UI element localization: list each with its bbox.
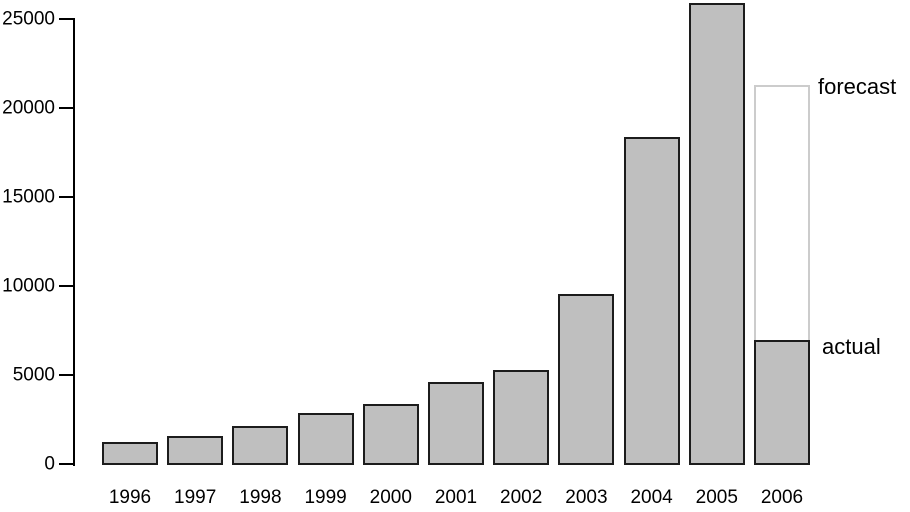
- x-tick-label-1999: 1999: [304, 487, 347, 508]
- y-tick: [59, 196, 75, 198]
- x-tick-label-2003: 2003: [565, 487, 608, 508]
- x-tick-label-1998: 1998: [239, 487, 282, 508]
- x-tick-label-1997: 1997: [174, 487, 217, 508]
- y-tick: [59, 285, 75, 287]
- annotation-actual-label: actual: [822, 334, 881, 359]
- bar-1996: [102, 442, 158, 465]
- y-tick-label: 10000: [2, 275, 55, 297]
- x-tick-label-2006: 2006: [760, 487, 804, 508]
- bar-2002: [493, 370, 549, 465]
- y-tick-label: 15000: [2, 186, 55, 208]
- y-tick: [59, 463, 75, 465]
- bar-1999: [298, 413, 354, 465]
- bar-2005: [689, 3, 745, 465]
- y-tick-label: 20000: [2, 97, 55, 119]
- x-tick-label-2005: 2005: [695, 487, 738, 508]
- y-tick-label: 5000: [12, 364, 55, 386]
- y-tick-label: 0: [44, 453, 55, 475]
- bar-1998: [232, 426, 288, 465]
- y-tick-label: 25000: [2, 8, 55, 30]
- y-axis-line: [73, 19, 75, 466]
- x-tick-label-1996: 1996: [108, 487, 152, 508]
- bar-2006-actual: [754, 340, 810, 465]
- annotation-forecast-label: forecast: [818, 74, 897, 99]
- bar-2004: [624, 137, 680, 465]
- x-tick-label-2004: 2004: [630, 487, 673, 508]
- bar-1997: [167, 436, 223, 465]
- y-tick: [59, 18, 75, 20]
- x-tick-label-2002: 2002: [500, 487, 543, 508]
- bar-2000: [363, 404, 419, 465]
- bar-2001: [428, 382, 484, 465]
- x-tick-label-2000: 2000: [369, 487, 412, 508]
- y-tick: [59, 374, 75, 376]
- bar-2003: [558, 294, 614, 465]
- y-tick: [59, 107, 75, 109]
- x-tick-label-2001: 2001: [434, 487, 478, 508]
